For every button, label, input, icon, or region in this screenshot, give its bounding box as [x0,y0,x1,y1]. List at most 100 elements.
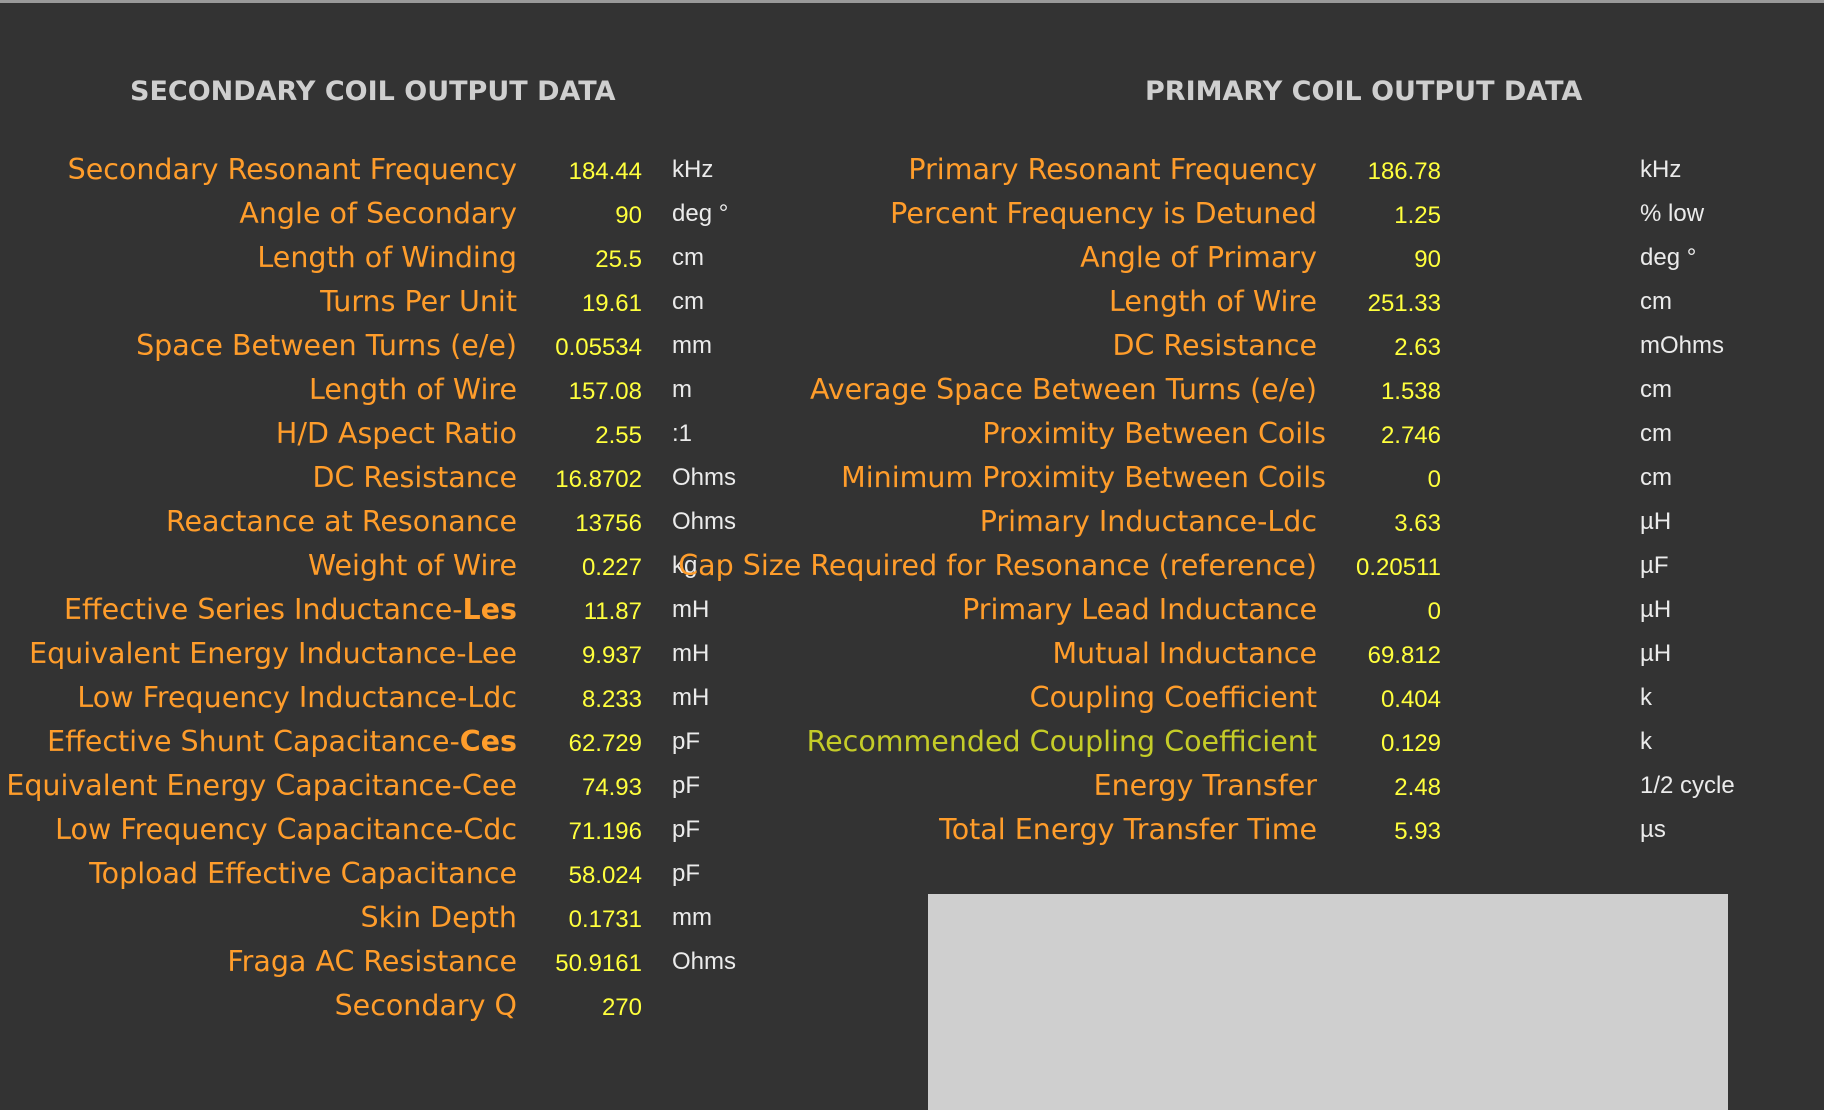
primary-row: Total Energy Transfer Time 5.93 µs [830,808,1824,852]
row-label: Low Frequency Capacitance-Cdc [55,813,517,846]
row-value: 186.78 [1367,158,1441,185]
row-unit: :1 [672,420,693,447]
row-value: 184.44 [568,158,642,185]
row-value: 1.25 [1394,202,1441,229]
secondary-row: Effective Series Inductance-Les 11.87 mH [0,588,800,632]
row-label: Recommended Coupling Coefficient [806,725,1317,758]
primary-row: Primary Inductance-Ldc 3.63 µH [830,500,1824,544]
row-unit: 1/2 cycle [1640,772,1735,799]
row-value: 0.20511 [1356,554,1441,581]
primary-row: Percent Frequency is Detuned 1.25 % low [830,192,1824,236]
primary-row: Proximity Between Coils 2.746 cm [830,412,1824,456]
primary-row: Mutual Inductance 69.812 µH [830,632,1824,676]
row-label: Fraga AC Resistance [227,945,517,978]
row-label: Reactance at Resonance [166,505,517,538]
top-divider [0,0,1824,3]
row-value: 71.196 [568,818,642,845]
row-unit: Ohms [672,508,737,535]
row-label: Angle of Secondary [239,197,517,230]
row-unit: cm [1640,464,1672,491]
row-label: Length of Wire [309,373,517,406]
row-value: 90 [1414,246,1441,273]
primary-row: Recommended Coupling Coefficient 0.129 k [807,720,1824,764]
row-unit: Ohms [672,464,737,491]
secondary-row: Topload Effective Capacitance 58.024 pF [0,852,800,896]
row-label-emphasis: Ces [459,725,517,758]
row-label-emphasis: Les [462,593,517,626]
row-label: Primary Inductance-Ldc [979,505,1317,538]
secondary-row: Low Frequency Inductance-Ldc 8.233 mH [0,676,800,720]
row-value: 2.63 [1394,334,1441,361]
row-label: Effective Series Inductance-Les [64,588,517,632]
row-label: Equivalent Energy Capacitance-Cee [6,769,517,802]
row-unit: k [1640,684,1652,711]
row-value: 13756 [575,510,642,537]
row-value: 8.233 [581,686,642,713]
row-value: 2.746 [1380,422,1441,449]
row-label: Primary Resonant Frequency [908,153,1317,186]
row-label: Weight of Wire [308,549,517,582]
primary-row: DC Resistance 2.63 mOhms [830,324,1824,368]
row-value: 0.404 [1380,686,1441,713]
secondary-row: Reactance at Resonance 13756 Ohms [0,500,800,544]
row-value: 25.5 [595,246,642,273]
secondary-row: DC Resistance 16.8702 Ohms [0,456,800,500]
row-label: Total Energy Transfer Time [939,813,1317,846]
primary-row: Angle of Primary 90 deg ° [830,236,1824,280]
row-unit: Ohms [672,948,737,975]
row-unit: % low [1640,200,1705,227]
row-label: Effective Shunt Capacitance-Ces [47,720,517,764]
row-value: 62.729 [568,730,642,757]
row-unit: m [672,376,692,403]
row-value: 0.1731 [568,906,642,933]
row-unit: µH [1640,640,1672,667]
row-label-text: Effective Series Inductance- [63,593,463,626]
primary-output-table: Primary Resonant Frequency 186.78 kHz Pe… [678,148,1824,852]
row-label: Topload Effective Capacitance [89,857,517,890]
secondary-row: Low Frequency Capacitance-Cdc 71.196 pF [0,808,800,852]
row-unit: µH [1640,596,1672,623]
row-value: 1.538 [1380,378,1441,405]
row-label: Coupling Coefficient [1029,681,1317,714]
secondary-row: Length of Winding 25.5 cm [0,236,800,280]
row-label: Space Between Turns (e/e) [136,329,517,362]
row-label: Length of Wire [1109,285,1317,318]
row-value: 2.48 [1394,774,1441,801]
primary-row: Minimum Proximity Between Coils 0 cm [830,456,1824,500]
secondary-row: H/D Aspect Ratio 2.55 :1 [0,412,800,456]
row-unit: mOhms [1640,332,1724,359]
row-unit: deg ° [672,200,729,227]
row-unit: kg [672,552,698,579]
row-unit: µF [1640,552,1669,579]
row-label: Secondary Q [334,989,517,1022]
row-unit: mH [672,640,710,667]
row-label: Energy Transfer [1093,769,1317,802]
primary-section-title: PRIMARY COIL OUTPUT DATA [1145,76,1583,107]
row-unit: pF [672,860,701,887]
row-value: 19.61 [581,290,642,317]
secondary-row: Turns Per Unit 19.61 cm [0,280,800,324]
row-label: Minimum Proximity Between Coils [841,461,1326,494]
row-value: 0 [1427,466,1441,493]
row-value: 0 [1427,598,1441,625]
row-value: 0.129 [1380,730,1441,757]
row-value: 50.9161 [555,950,642,977]
secondary-row: Space Between Turns (e/e) 0.05534 mm [0,324,800,368]
row-value: 0.227 [581,554,642,581]
row-unit: pF [672,772,701,799]
row-label: Length of Winding [257,241,517,274]
row-label: Angle of Primary [1080,241,1317,274]
row-label: Proximity Between Coils [982,417,1326,450]
row-unit: cm [672,244,704,271]
primary-row: Primary Resonant Frequency 186.78 kHz [830,148,1824,192]
row-value: 2.55 [595,422,642,449]
secondary-output-table: Secondary Resonant Frequency 184.44 kHz … [0,148,800,1028]
row-value: 9.937 [581,642,642,669]
secondary-row: Secondary Q 270 [0,984,800,1028]
row-unit: mm [672,904,712,931]
row-label: DC Resistance [1112,329,1317,362]
row-value: 90 [615,202,642,229]
row-label: Average Space Between Turns (e/e) [809,373,1317,406]
row-unit: pF [672,816,701,843]
row-label: Secondary Resonant Frequency [67,153,517,186]
